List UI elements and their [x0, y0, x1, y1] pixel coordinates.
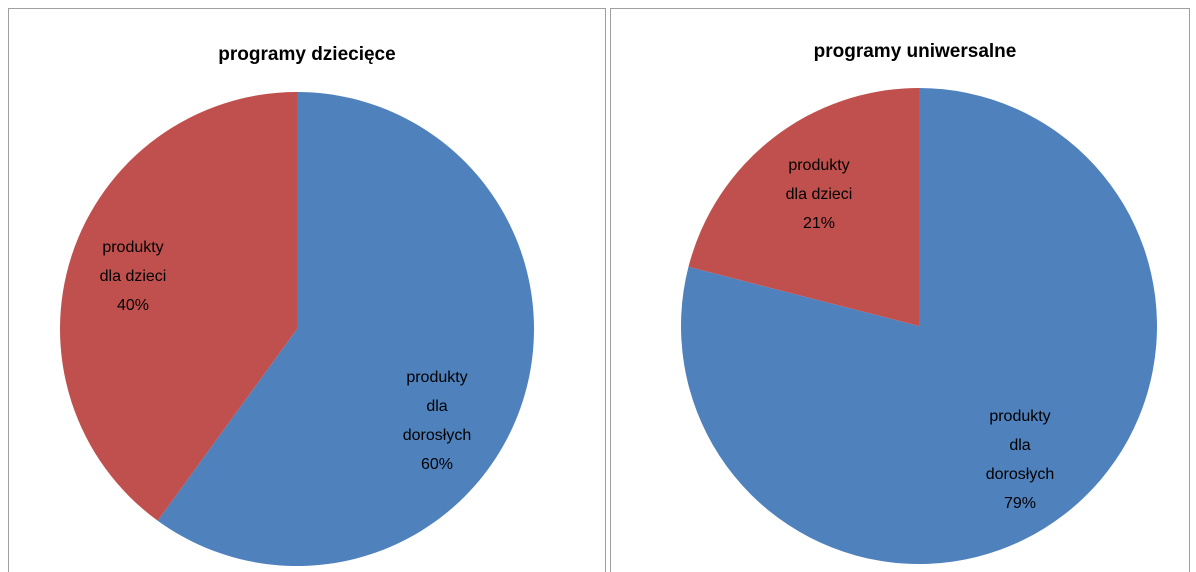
slice-category: produkty dla dorosłych [985, 408, 1055, 483]
slice-label: produkty dla dzieci 40% [91, 233, 175, 320]
chart-title: programy uniwersalne [813, 41, 1017, 62]
slice-label: produkty dla dorosłych 60% [395, 363, 479, 479]
slice-category: produkty dla dorosłych [402, 369, 472, 444]
slice-category: produkty dla dzieci [785, 157, 853, 203]
slice-value: 21% [802, 215, 836, 232]
slice-label: produkty dla dorosłych 79% [978, 402, 1062, 518]
slice-label: produkty dla dzieci 21% [777, 151, 861, 238]
chart-title: programy dziecięce [218, 44, 396, 65]
slice-value: 40% [116, 297, 150, 314]
slice-value: 60% [420, 456, 454, 473]
pie-slice [157, 91, 535, 566]
pie-slice [60, 92, 297, 521]
pie-slice [688, 88, 919, 326]
slice-category: produkty dla dzieci [99, 239, 167, 285]
pie-slice [681, 88, 1158, 564]
slice-value: 79% [1003, 495, 1037, 512]
